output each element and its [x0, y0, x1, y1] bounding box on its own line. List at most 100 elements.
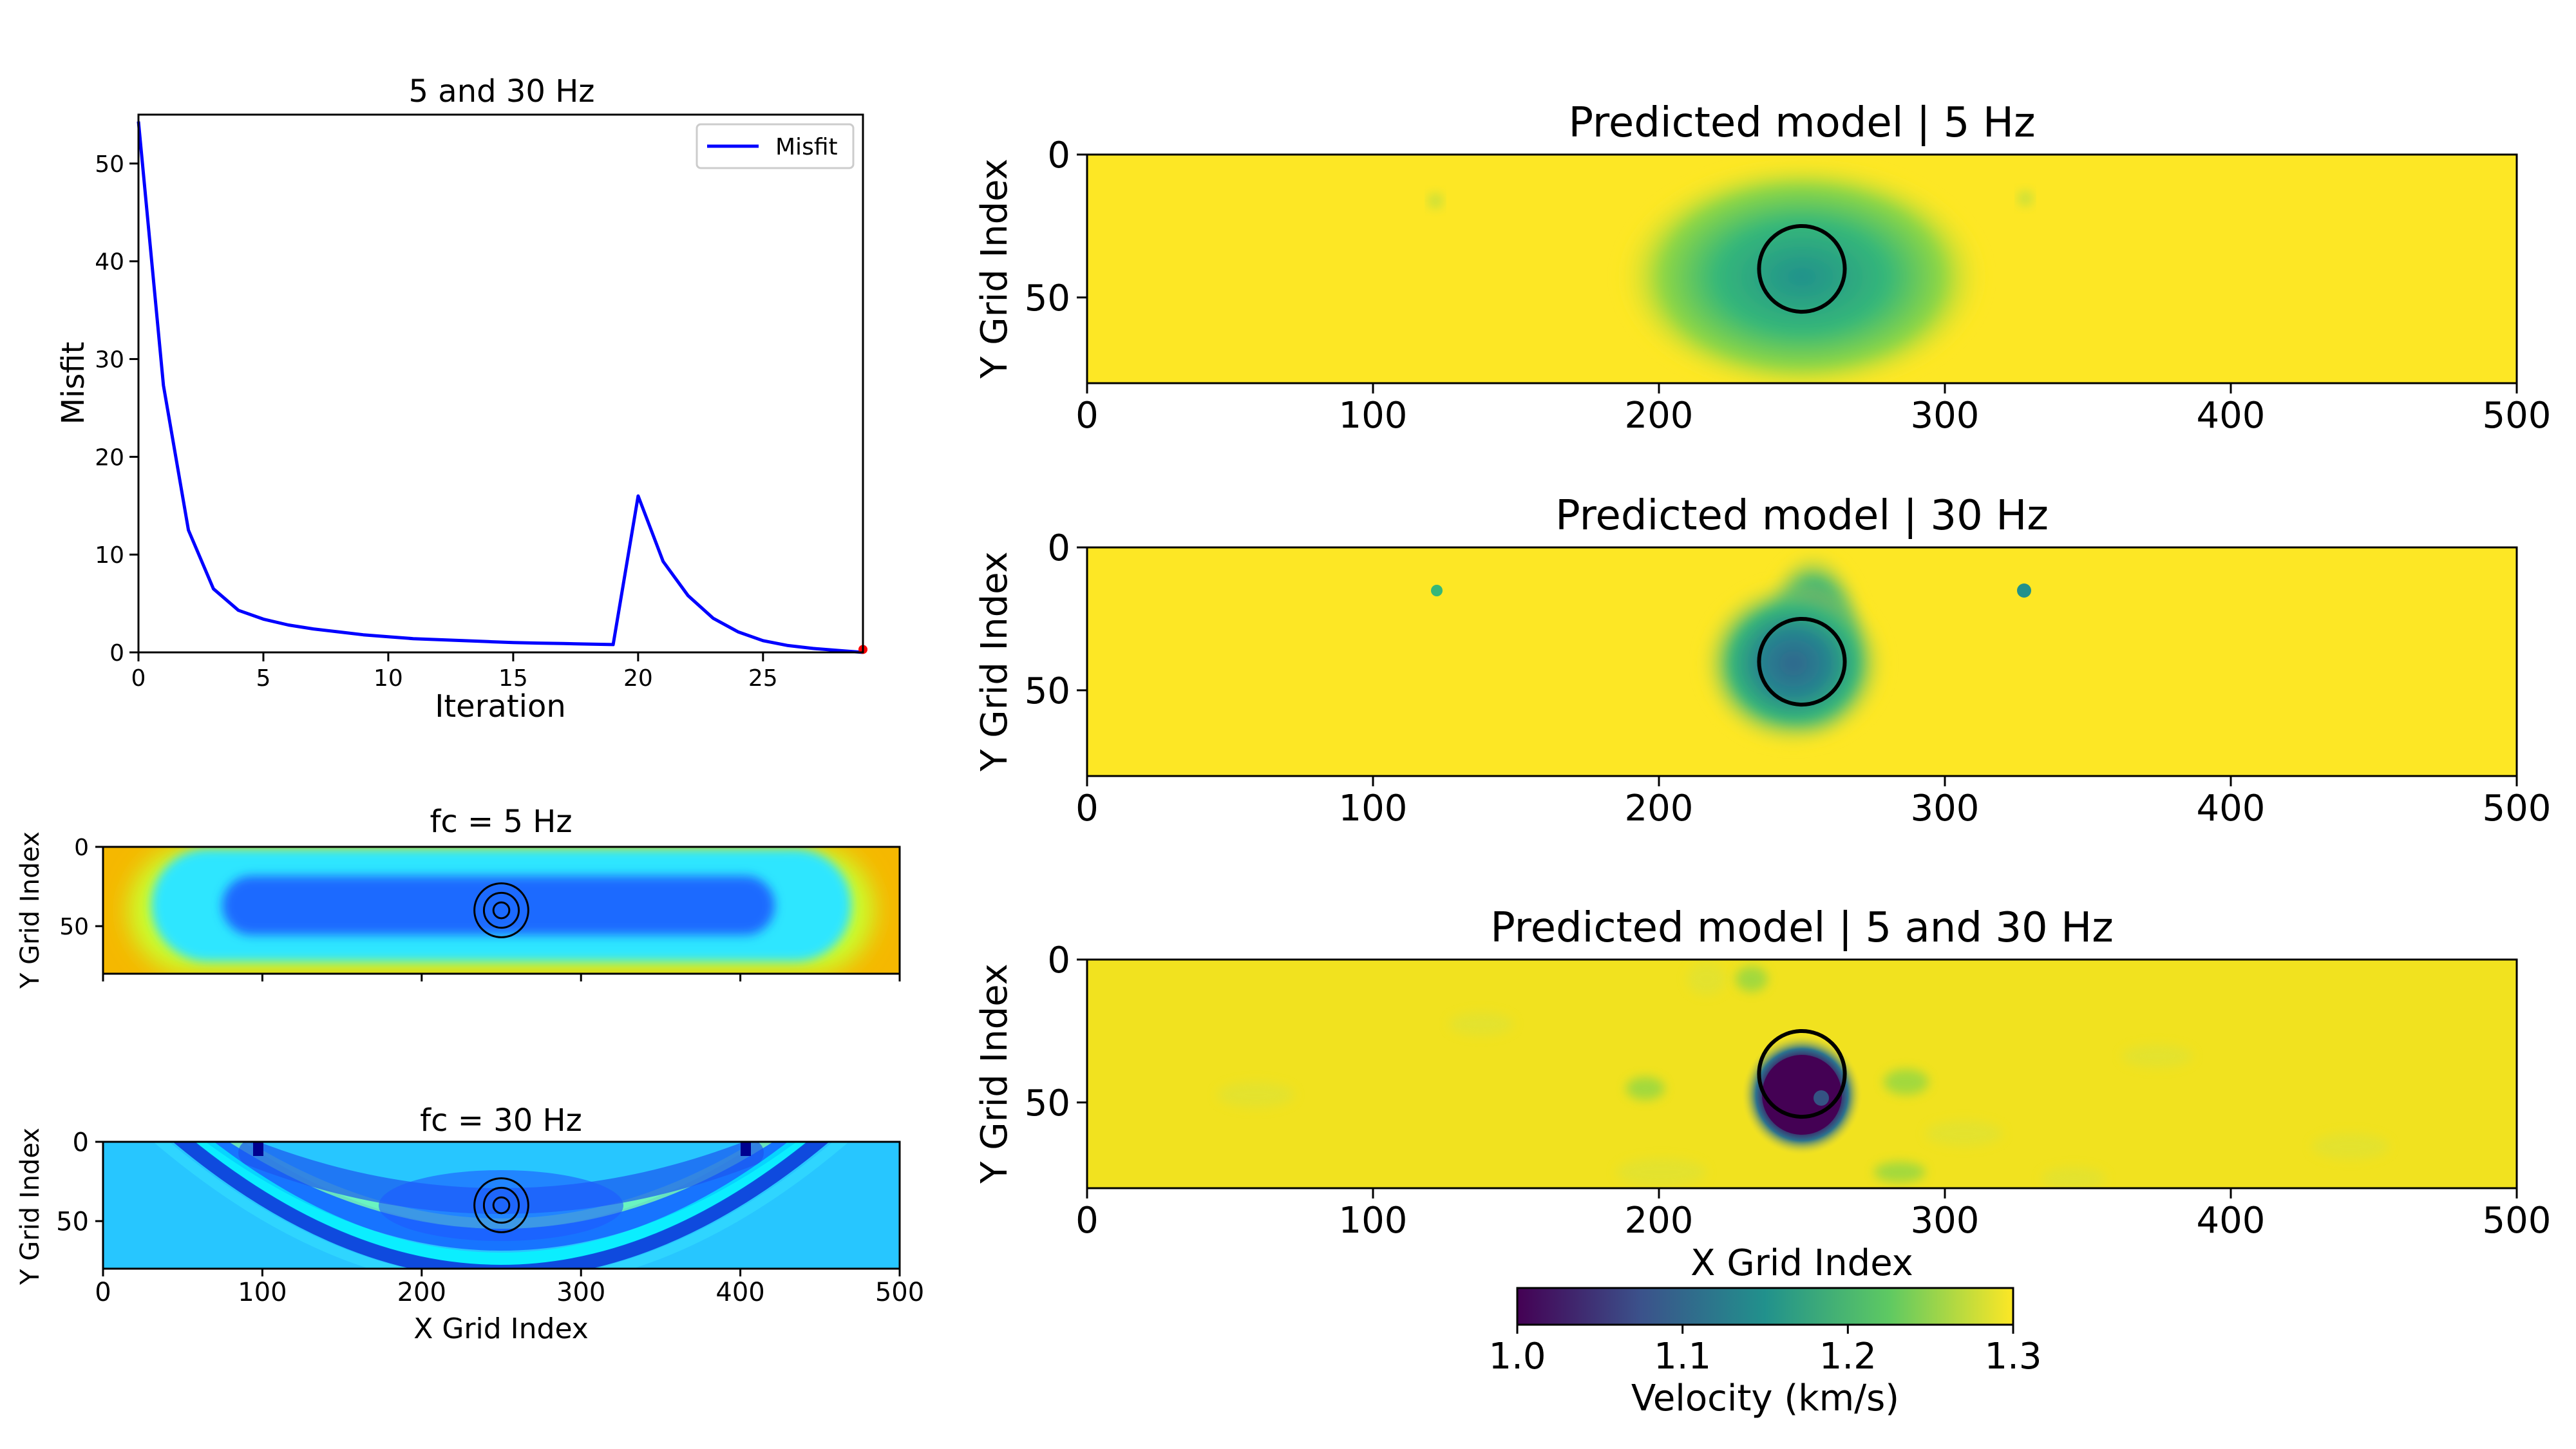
predicted-5hz-panel: Predicted model | 5 Hz 0 100 200 300 400 5000…: [974, 99, 2551, 437]
pred530-xtick-label: 0: [1075, 1200, 1099, 1242]
pred530-axes-frame: [1086, 958, 2518, 1189]
pred30-axes-frame: [1086, 546, 2518, 777]
pred530-xlabel: X Grid Index: [1690, 1242, 1913, 1284]
pred5-xtick-label: 200: [1625, 395, 1694, 437]
fc30-xtick-label: 200: [397, 1278, 446, 1307]
fc5-axes: 0 50: [59, 835, 901, 981]
misfit-ytick-label: 30: [95, 347, 124, 374]
fc5-title: fc = 5 Hz: [430, 804, 572, 840]
predicted-5-and-30hz-panel: Predicted model | 5 and 30 Hz: [974, 904, 2551, 1284]
pred530-xtick-label: 200: [1625, 1200, 1694, 1242]
pred5-xtick-label: 500: [2483, 395, 2552, 437]
fc5-ring: [492, 901, 511, 920]
misfit-xtick-label: 0: [131, 665, 146, 692]
pred30-xtick-label: 200: [1625, 788, 1694, 829]
pred5-xtick-label: 0: [1075, 395, 1099, 437]
colorbar-tick-label: 1.1: [1654, 1336, 1711, 1378]
pred30-xtick-label: 400: [2197, 788, 2266, 829]
pred530-anomaly-spot: [1814, 1090, 1829, 1106]
misfit-axes-frame: [137, 113, 864, 654]
pred530-ytick-label: 0: [1047, 940, 1070, 981]
pred530-axes: 0 100 200 300 400 500 0 50: [1025, 940, 2552, 1242]
pred5-boundary-circle: [1757, 223, 1847, 314]
misfit-ytick-label: 20: [95, 444, 124, 471]
fc30-xtick-label: 300: [556, 1278, 605, 1307]
colorbar-tick-label: 1.3: [1984, 1336, 2041, 1378]
fc30-title: fc = 30 Hz: [420, 1103, 582, 1139]
pred5-xtick-label: 100: [1339, 395, 1408, 437]
legend-label: Misfit: [775, 134, 838, 160]
fc5-ring: [482, 891, 520, 929]
fc30-xtick-label: 100: [238, 1278, 287, 1307]
pred530-boundary-circle: [1757, 1028, 1847, 1119]
pred30-xtick-label: 100: [1339, 788, 1408, 829]
misfit-ytick-label: 10: [95, 542, 124, 569]
colorbar-label: Velocity (km/s): [1631, 1378, 1899, 1419]
pred5-speck: [1428, 193, 1443, 209]
misfit-ytick-label: 0: [109, 640, 124, 667]
pred30-boundary-circle: [1757, 616, 1847, 707]
fc30-source-rings: [473, 1177, 529, 1233]
fc30-xtick-label: 0: [95, 1278, 111, 1307]
misfit-ytick-label: 50: [95, 151, 124, 178]
misfit-ytick-label: 40: [95, 249, 124, 276]
pred530-texture: [1217, 963, 2389, 1188]
fc30-xlabel: X Grid Index: [413, 1312, 589, 1345]
pred530-true-boundary: [1757, 1028, 1847, 1119]
fc5-ytick-label: 0: [74, 835, 89, 861]
misfit-xtick-label: 20: [623, 665, 653, 692]
predicted-30hz-panel: Predicted model | 30 Hz 0 100 200 300 400 500…: [974, 492, 2551, 829]
fc30-ring: [492, 1196, 511, 1215]
misfit-xtick-label: 25: [748, 665, 778, 692]
misfit-plot-area: 0 5 10 15 20 25 0 10 20 30 40 50: [95, 121, 867, 692]
colorbar-tick-label: 1.0: [1488, 1336, 1546, 1378]
pred30-xtick-label: 300: [1911, 788, 1980, 829]
fc5-axes-frame: [102, 846, 901, 975]
fc30-source-right: [741, 1142, 751, 1156]
pred30-true-boundary: [1757, 616, 1847, 707]
fc30-axes-frame: [102, 1141, 901, 1270]
pred30-axes: 0 100 200 300 400 500 0 50: [1025, 527, 2552, 829]
pred30-xtick-label: 0: [1075, 788, 1099, 829]
pred30-anomaly: [1697, 576, 1890, 750]
fc5-ylabel: Y Grid Index: [15, 831, 45, 989]
misfit-ylabel: Misfit: [55, 342, 91, 425]
pred530-anomaly-core: [1762, 1055, 1842, 1135]
fc30-xtick-label: 400: [715, 1278, 764, 1307]
pred530-xtick-label: 400: [2197, 1200, 2266, 1242]
fc30-ylabel: Y Grid Index: [15, 1128, 45, 1285]
velocity-colorbar: 1.0 1.1 1.2 1.3 Velocity (km/s): [1488, 1287, 2042, 1419]
pred530-xtick-label: 100: [1339, 1200, 1408, 1242]
pred5-xtick-label: 400: [2197, 395, 2266, 437]
fc30-xtick-label: 500: [875, 1278, 924, 1307]
pred30-speck: [1431, 585, 1443, 596]
pred5-axes: 0 100 200 300 400 500 0 50: [1025, 135, 2552, 437]
pred5-true-boundary: [1757, 223, 1847, 314]
pred5-axes-frame: [1086, 153, 2518, 384]
misfit-xtick-label: 10: [374, 665, 403, 692]
misfit-series-line: [137, 121, 864, 654]
pred30-xtick-label: 500: [2483, 788, 2552, 829]
fc5-band-core: [222, 876, 775, 935]
pred5-xtick-label: 300: [1911, 395, 1980, 437]
colorbar-tick-label: 1.2: [1819, 1336, 1877, 1378]
pred5-speck-2: [2018, 191, 2033, 206]
pred530-xtick-label: 300: [1911, 1200, 1980, 1242]
pred5-ytick-label: 0: [1047, 135, 1070, 176]
misfit-chart: 5 and 30 Hz 0 5 10 15 20 25 0 10 20 30 40 50 Iterat…: [55, 73, 867, 724]
pred30-ytick-label: 50: [1025, 670, 1070, 712]
fc30-axes: 0 100 200 300 400 500 0 50: [56, 1128, 924, 1307]
fc30-ytick-label: 0: [73, 1128, 89, 1157]
pred530-title: Predicted model | 5 and 30 Hz: [1490, 904, 2114, 952]
pred530-ylabel: Y Grid Index: [974, 963, 1016, 1184]
misfit-title: 5 and 30 Hz: [409, 73, 595, 109]
pred30-title: Predicted model | 30 Hz: [1555, 492, 2049, 540]
fc30-wavefronts: [153, 1142, 849, 1269]
pred530-ytick-label: 50: [1025, 1083, 1070, 1124]
fc5-heatmap-panel: fc = 5 Hz 0 50 Y Grid Index: [15, 804, 901, 989]
fc5-ytick-label: 50: [59, 914, 89, 940]
fc30-ring: [473, 1177, 529, 1233]
misfit-xlabel: Iteration: [435, 688, 566, 724]
misfit-legend: Misfit: [696, 123, 855, 169]
